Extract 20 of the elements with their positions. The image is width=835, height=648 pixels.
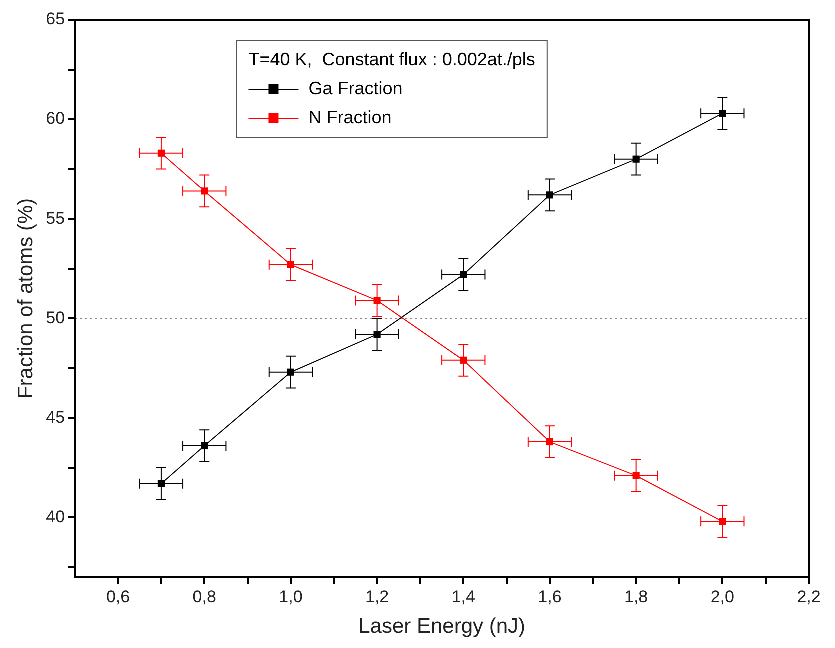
x-tick-label: 2,0 — [710, 587, 734, 606]
legend-label: N Fraction — [308, 107, 392, 128]
y-axis-title: Fraction of atoms (%) — [14, 198, 38, 400]
x-tick-label: 1,4 — [452, 587, 476, 606]
y-tick-label: 60 — [46, 109, 66, 128]
x-tick-label: 0,6 — [106, 587, 130, 606]
legend-title: T=40 K, Constant flux : 0.002at./pls — [248, 49, 536, 70]
x-tick-label: 2,2 — [797, 587, 821, 606]
x-tick-label: 0,8 — [192, 587, 216, 606]
y-tick-label: 65 — [46, 10, 66, 29]
x-tick-label: 1,8 — [624, 587, 648, 606]
x-tick-label: 1,0 — [279, 587, 303, 606]
y-tick-label: 45 — [46, 408, 66, 427]
x-tick-label: 1,2 — [365, 587, 390, 606]
y-tick-label: 40 — [46, 507, 66, 526]
y-tick-label: 50 — [46, 308, 66, 328]
x-tick-label: 1,6 — [538, 587, 562, 606]
x-axis-title: Laser Energy (nJ) — [358, 615, 526, 638]
legend-label: Ga Fraction — [308, 78, 403, 98]
y-tick-label: 55 — [46, 208, 66, 228]
